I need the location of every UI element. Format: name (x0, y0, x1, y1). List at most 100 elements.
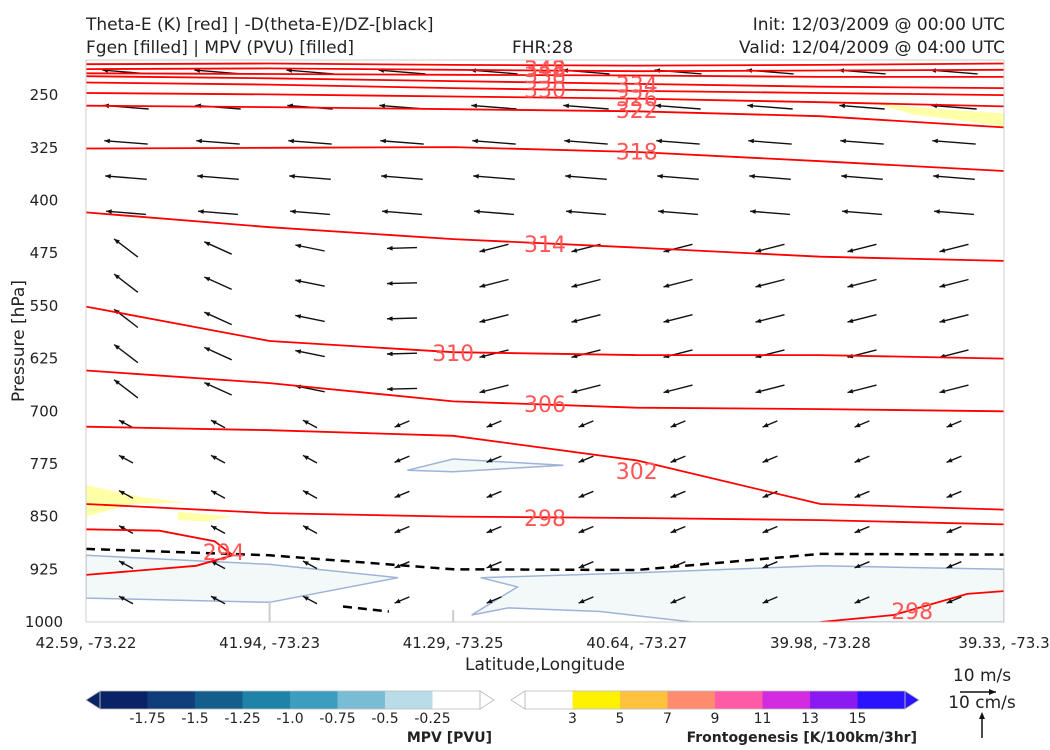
mpv-colorbar-tick-label: -0.75 (319, 711, 355, 727)
wind-vector-head (387, 245, 393, 251)
y-tick-label: 700 (30, 402, 59, 420)
theta-e-label: 326 (616, 87, 658, 112)
wind-vector-head (670, 422, 677, 428)
wind-vector-head (946, 458, 953, 463)
wind-vector-head (295, 243, 302, 249)
mpv-colorbar-tick-label: -0.5 (371, 711, 398, 727)
theta-e-contour (86, 425, 1004, 511)
wind-vector-head (394, 422, 401, 428)
wind-vector (198, 210, 238, 216)
x-tick-label: 40.64, -73.27 (586, 634, 687, 652)
wind-vector-head (486, 598, 493, 604)
mpv-colorbar-title: MPV [PVU] (407, 730, 492, 746)
wind-vector-head (564, 138, 570, 144)
mpv-colorbar-swatch (147, 691, 196, 709)
wind-vector-head (762, 422, 769, 428)
wind-vector-head (663, 283, 670, 288)
wind-vector-head (479, 353, 486, 359)
x-tick-label: 39.33, -73.3 (958, 634, 1049, 652)
theta-e-contour (86, 305, 1004, 360)
wind-vector-head (755, 388, 762, 394)
wind-vector (842, 210, 882, 216)
wind-vector (748, 140, 792, 145)
theta-e-label: 330 (524, 79, 566, 104)
wind-vector-head (198, 209, 204, 214)
wind-vector-head (119, 596, 125, 601)
wind-vector-head (394, 598, 401, 604)
wind-vector-head (211, 490, 217, 496)
fgen-colorbar-tick-label: 13 (801, 711, 819, 727)
surface-layer (268, 600, 455, 622)
wind-vector-head (762, 563, 769, 568)
wind-vector-head (842, 209, 848, 214)
y-tick-label: 325 (30, 139, 59, 157)
theta-e-label: 338 (524, 64, 566, 89)
wind-vector (473, 175, 515, 180)
wind-vector-head (854, 528, 861, 533)
colorbars: -1.75 -1.5 -1.25 -1.0 -0.75 -0.5 -0.25 MPV [PVU… (85, 690, 920, 746)
wind-vector-head (657, 174, 663, 179)
mpv-colorbar-tick-label: -0.25 (414, 711, 450, 727)
wind-vector (840, 140, 884, 145)
wind-vector-head (394, 563, 401, 568)
wind-vector-head (932, 138, 938, 144)
wind-vector-head (578, 422, 585, 428)
wind-vector-head (840, 138, 846, 144)
wind-vector-head (939, 283, 946, 288)
wind-vector (288, 140, 332, 145)
mpv-colorbar-swatch (432, 691, 481, 709)
wind-vector-head (762, 598, 769, 604)
wind-vector-head (655, 103, 661, 109)
dthetae-dz-contour (342, 605, 390, 613)
fgen-colorbar-tick-label: 5 (616, 711, 625, 727)
theta-e-contour (86, 528, 235, 576)
wind-vector-head (472, 138, 478, 144)
y-tick-label: 250 (30, 86, 59, 104)
theta-e-contour (86, 62, 1004, 67)
wind-vector-head (755, 318, 762, 323)
wind-vector-head (566, 209, 572, 214)
wind-vector-head (211, 420, 217, 425)
wind-vector-head (486, 563, 493, 568)
wind-vector (381, 175, 423, 180)
wind-vector (841, 175, 883, 180)
y-tick-label: 925 (30, 560, 59, 578)
wind-vector-head (479, 248, 486, 253)
wind-vector-head (563, 103, 569, 109)
wind-vector (932, 140, 976, 145)
valid-time: Valid: 12/04/2009 @ 04:00 UTC (739, 38, 1005, 58)
wind-vector-head (290, 209, 296, 214)
fgen-colorbar-swatch (525, 691, 573, 709)
y-tick-label: 475 (30, 244, 59, 262)
wind-vector (197, 175, 239, 180)
wind-vector (931, 104, 977, 110)
dthetae-dz-layer (86, 547, 1004, 613)
wind-vector-head (847, 318, 854, 323)
chart-title-line-2: Fgen [filled] | MPV (PVU) [filled] (86, 38, 355, 58)
wind-vector-head (854, 422, 861, 428)
x-tick-label: 39.98, -73.28 (770, 634, 871, 652)
wind-vector (382, 210, 422, 216)
wind-vector-head (119, 420, 125, 425)
mpv-colorbar-swatch (100, 691, 148, 709)
wind-vector-head (847, 283, 854, 288)
wind-vector-head (670, 458, 677, 463)
fgen-region (177, 511, 233, 522)
wind-vector-head (119, 525, 125, 531)
wind-vector (286, 69, 334, 75)
wind-vector (565, 175, 607, 180)
theta-e-label: 298 (524, 507, 566, 532)
theta-e-contour (820, 590, 1004, 622)
wind-vector-head (946, 528, 953, 533)
wind-vector-head (847, 388, 854, 394)
wind-vector-head (578, 493, 585, 498)
theta-e-contour (86, 81, 1004, 96)
mpv-colorbar-tick-label: -1.75 (129, 711, 165, 727)
wind-vector-head (571, 318, 578, 323)
wind-vector-head (670, 528, 677, 533)
wind-vector-head (196, 138, 202, 144)
wind-vector (934, 210, 974, 216)
chart-title-line-1: Theta-E (K) [red] | -D(theta-E)/DZ-[blac… (86, 15, 434, 35)
wind-vector-head (379, 103, 385, 109)
wind-vector-head (946, 422, 953, 428)
